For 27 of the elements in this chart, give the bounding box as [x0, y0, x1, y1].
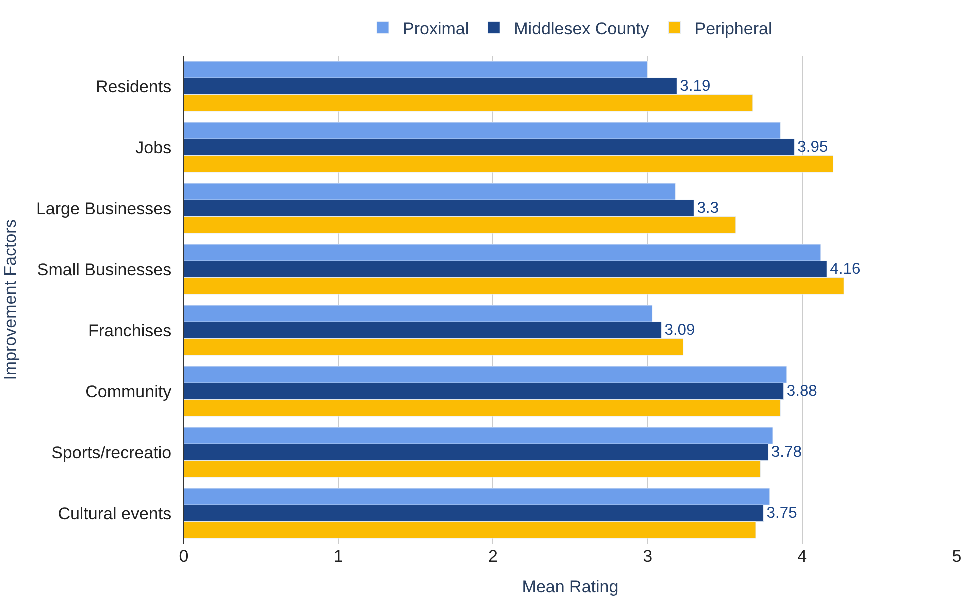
x-tick-label: 3 [643, 547, 653, 566]
x-tick-label: 2 [488, 547, 498, 566]
data-label: 3.19 [680, 78, 711, 95]
data-label: 3.75 [766, 504, 798, 522]
legend-label: Proximal [403, 19, 470, 38]
x-tick-label: 5 [952, 547, 962, 566]
data-label: 3.3 [697, 200, 720, 217]
data-label: 3.88 [786, 382, 818, 400]
legend-label: Middlesex County [514, 19, 650, 38]
y-tick-label: Franchises [88, 321, 172, 340]
x-tick-label: 1 [334, 547, 344, 566]
y-tick-label: Large Businesses [36, 199, 172, 218]
y-tick-label: Cultural events [58, 504, 172, 524]
x-tick-label: 0 [179, 547, 189, 566]
data-label: 4.16 [830, 260, 861, 278]
y-tick-label: Jobs [136, 138, 172, 158]
y-tick-label: Residents [96, 77, 172, 96]
data-label: 3.09 [664, 322, 696, 339]
x-axis-title: Mean Rating [522, 577, 619, 596]
data-label: 3.95 [798, 138, 828, 156]
y-tick-label: Small Businesses [37, 260, 172, 280]
x-tick-label: 4 [798, 547, 808, 566]
data-label: 3.78 [771, 444, 802, 461]
y-tick-label: Community [86, 382, 172, 402]
y-axis-title: Improvement Factors [1, 220, 20, 380]
legend-label: Peripheral [694, 19, 772, 38]
y-tick-label: Sports/recreatio [52, 443, 172, 462]
